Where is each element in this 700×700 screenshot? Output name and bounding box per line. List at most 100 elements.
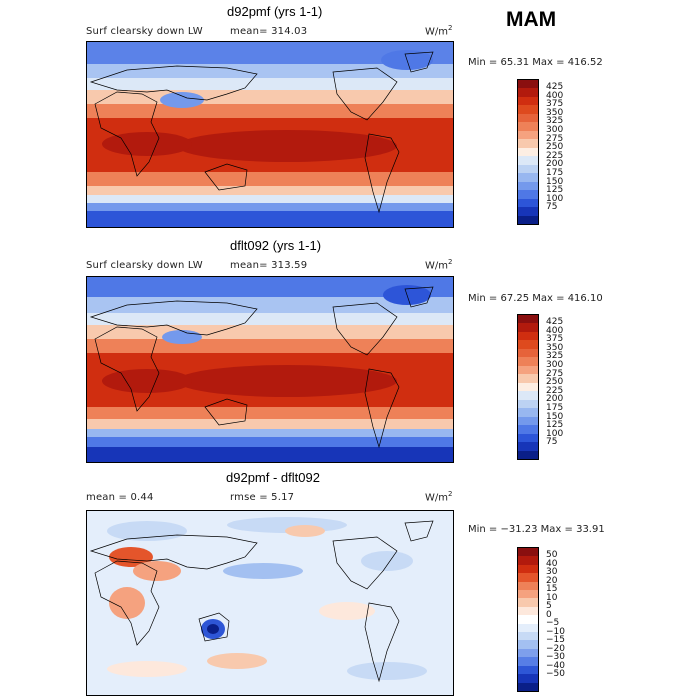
colorbar-tick-label: 125 (546, 185, 564, 196)
colorbar-tick-label: −50 (546, 669, 565, 680)
panel-3-mean: mean = 0.44 (86, 492, 154, 503)
colorbar-tick-label: 30 (546, 567, 558, 578)
panel-1-colorbar-ticks: 425 400 375 350 325 300 275 250 225 200 175 150 125 1… (546, 79, 586, 225)
colorbar-swatch (518, 315, 538, 324)
colorbar-swatch (518, 198, 538, 208)
colorbar-swatch (518, 156, 538, 165)
panel-2-title: dflt092 (yrs 1-1) (230, 238, 322, 253)
colorbar-swatch (518, 374, 538, 383)
colorbar-swatch (518, 564, 538, 574)
season-label: MAM (506, 8, 557, 31)
colorbar-swatch (518, 139, 538, 148)
colorbar-swatch (518, 164, 538, 174)
colorbar-swatch (518, 425, 538, 434)
colorbar-tick-label: −30 (546, 652, 565, 663)
colorbar-tick-label: 15 (546, 584, 558, 595)
panel-1-map (86, 41, 454, 228)
colorbar-swatch (518, 433, 538, 443)
colorbar-swatch (518, 173, 538, 182)
colorbar-swatch (518, 674, 538, 683)
colorbar-tick-label: 20 (546, 575, 558, 586)
panel-2-colorbar-ticks: 425 400 375 350 325 300 275 250 225 200 175 150 125 1… (546, 314, 586, 460)
panel-3-title: d92pmf - dflt092 (226, 470, 320, 485)
panel-2-map-field (87, 277, 453, 462)
panel-1-colorbar (517, 79, 539, 225)
panel-3-units: W/m2 (425, 490, 453, 504)
panel-3-map (86, 510, 454, 696)
colorbar-tick-label: 225 (546, 385, 564, 396)
colorbar-tick-label: 100 (546, 428, 564, 439)
colorbar-tick-label: 325 (546, 351, 564, 362)
colorbar-tick-label: 300 (546, 125, 564, 136)
colorbar-swatch (518, 623, 538, 633)
panel-2-mean: mean= 313.59 (230, 260, 308, 271)
panel-2-minmax: Min = 67.25 Max = 416.10 (468, 293, 603, 304)
colorbar-tick-label: 375 (546, 334, 564, 345)
panel-2-units: W/m2 (425, 258, 453, 272)
colorbar-tick-label: 225 (546, 150, 564, 161)
colorbar-swatch (518, 207, 538, 216)
colorbar-swatch (518, 450, 538, 459)
colorbar-tick-label: 300 (546, 360, 564, 371)
panel-1-units: W/m2 (425, 24, 453, 38)
colorbar-tick-label: 150 (546, 411, 564, 422)
colorbar-swatch (518, 105, 538, 114)
colorbar-swatch (518, 357, 538, 366)
colorbar-swatch (518, 598, 538, 607)
panel-1-minmax: Min = 65.31 Max = 416.52 (468, 57, 603, 68)
colorbar-swatch (518, 665, 538, 675)
colorbar-swatch (518, 113, 538, 123)
panel-1-mean: mean= 314.03 (230, 26, 308, 37)
colorbar-tick-label: 350 (546, 107, 564, 118)
panel-3-rmse: rmse = 5.17 (230, 492, 295, 503)
colorbar-swatch (518, 215, 538, 224)
panel-3-colorbar (517, 547, 539, 692)
colorbar-swatch (518, 632, 538, 641)
colorbar-swatch (518, 130, 538, 140)
colorbar-tick-label: 425 (546, 82, 564, 93)
panel-1-title: d92pmf (yrs 1-1) (227, 4, 323, 19)
colorbar-swatch (518, 590, 538, 599)
colorbar-swatch (518, 615, 538, 624)
panel-1-field-label: Surf clearsky down LW (86, 26, 203, 37)
colorbar-tick-label: 350 (546, 342, 564, 353)
colorbar-swatch (518, 190, 538, 199)
colorbar-tick-label: 425 (546, 317, 564, 328)
colorbar-tick-label: 175 (546, 402, 564, 413)
colorbar-tick-label: −10 (546, 626, 565, 637)
colorbar-tick-label: 375 (546, 99, 564, 110)
colorbar-tick-label: 250 (546, 142, 564, 153)
colorbar-tick-label: 275 (546, 368, 564, 379)
colorbar-swatch (518, 331, 538, 341)
panel-2-field-label: Surf clearsky down LW (86, 260, 203, 271)
colorbar-tick-label: −40 (546, 660, 565, 671)
colorbar-tick-label: −15 (546, 635, 565, 646)
panel-3-colorbar-ticks: 50 40 30 20 15 10 5 0 −5 −10 −15 −20 −30 −40 −50 (546, 547, 586, 692)
colorbar-swatch (518, 80, 538, 89)
colorbar-tick-label: 400 (546, 90, 564, 101)
colorbar-swatch (518, 340, 538, 349)
colorbar-swatch (518, 416, 538, 426)
colorbar-tick-label: 75 (546, 202, 558, 213)
colorbar-swatch (518, 391, 538, 400)
colorbar-tick-label: 125 (546, 420, 564, 431)
colorbar-tick-label: 325 (546, 116, 564, 127)
colorbar-swatch (518, 122, 538, 131)
colorbar-swatch (518, 408, 538, 417)
colorbar-swatch (518, 573, 538, 582)
colorbar-tick-label: 5 (546, 601, 552, 612)
colorbar-tick-label: −20 (546, 643, 565, 654)
colorbar-tick-label: 40 (546, 558, 558, 569)
colorbar-swatch (518, 640, 538, 649)
colorbar-swatch (518, 147, 538, 157)
colorbar-swatch (518, 606, 538, 616)
colorbar-swatch (518, 96, 538, 106)
colorbar-swatch (518, 657, 538, 666)
colorbar-tick-label: 50 (546, 550, 558, 561)
colorbar-tick-label: 100 (546, 193, 564, 204)
colorbar-tick-label: −5 (546, 618, 560, 629)
colorbar-tick-label: 400 (546, 325, 564, 336)
colorbar-tick-label: 275 (546, 133, 564, 144)
panel-2-colorbar (517, 314, 539, 460)
colorbar-tick-label: 0 (546, 609, 552, 620)
